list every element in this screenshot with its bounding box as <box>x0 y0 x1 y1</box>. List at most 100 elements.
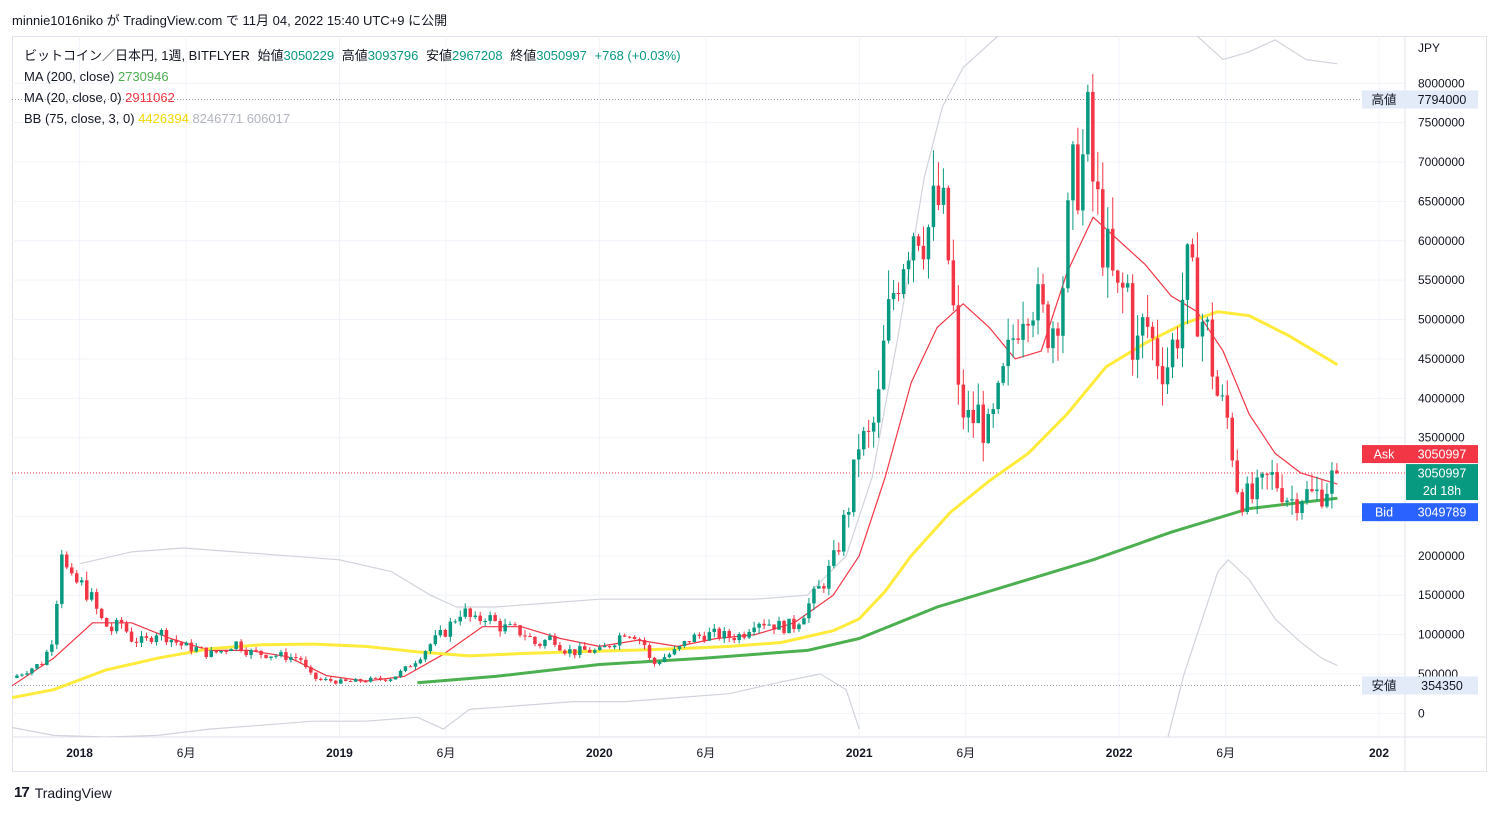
candle <box>149 637 154 642</box>
candle <box>383 679 388 681</box>
candle <box>607 646 612 648</box>
tradingview-logo-icon[interactable]: 17 <box>14 784 30 801</box>
candle <box>847 512 851 515</box>
candle <box>1016 338 1020 340</box>
candle <box>1315 489 1319 492</box>
candle <box>627 636 632 638</box>
candle <box>881 340 886 390</box>
candle <box>757 623 761 628</box>
legend-bb-upper: 8246771 <box>192 111 244 126</box>
legend-close-label: 終値 <box>510 48 537 63</box>
candle <box>124 623 129 632</box>
candle <box>617 635 622 646</box>
candle <box>403 666 408 671</box>
x-tick-label: 2020 <box>586 746 613 760</box>
candle <box>70 567 74 574</box>
candle <box>827 565 831 589</box>
candle <box>866 430 871 432</box>
candle <box>996 382 1000 410</box>
candle <box>363 681 368 683</box>
candle <box>179 642 184 646</box>
candle <box>692 634 697 642</box>
y-tick-label: 0 <box>1418 706 1425 720</box>
candle <box>458 616 462 622</box>
series-line-ma-20-close-0- <box>12 216 1338 687</box>
candle <box>279 652 283 656</box>
legend-bb-row[interactable]: BB (75, close, 3, 0) 4426394 8246771 606… <box>24 108 681 129</box>
footer: 17 TradingView <box>14 784 112 801</box>
candle <box>423 651 428 660</box>
candle <box>234 641 238 649</box>
candle <box>647 645 652 658</box>
candle <box>274 655 278 657</box>
candle <box>807 603 811 619</box>
candle <box>1260 473 1264 478</box>
candle <box>1195 257 1200 337</box>
candle <box>837 550 841 552</box>
candle <box>1165 367 1170 385</box>
candle <box>428 644 433 652</box>
legend-ma20-row[interactable]: MA (20, close, 0) 2911062 <box>24 87 681 108</box>
candle <box>1130 283 1135 360</box>
candle <box>906 260 911 270</box>
candle <box>1275 472 1279 489</box>
high-tag: 高値 7794000 <box>1362 90 1478 109</box>
candle <box>1235 460 1239 493</box>
bid-tag-value: 3049789 <box>1418 506 1467 520</box>
y-tick-label: 3500000 <box>1418 431 1465 445</box>
candle <box>1170 339 1175 368</box>
candle <box>1330 470 1334 494</box>
candle <box>787 618 791 634</box>
candle <box>672 649 677 655</box>
candle <box>264 654 268 658</box>
candle <box>637 639 642 641</box>
low-tag-label-box <box>1362 676 1406 695</box>
candle <box>418 659 423 664</box>
candle <box>1285 500 1289 503</box>
legend-ma20-value: 2911062 <box>125 90 175 105</box>
candle <box>752 627 756 632</box>
candle <box>289 657 293 660</box>
candle <box>368 677 373 682</box>
candle <box>154 635 159 643</box>
candle <box>822 586 826 589</box>
candle <box>926 227 931 260</box>
candle <box>249 649 253 656</box>
candle <box>1310 489 1314 492</box>
candle <box>89 592 94 600</box>
candle <box>488 615 492 621</box>
candle <box>961 384 966 418</box>
candle <box>1280 488 1284 503</box>
candle <box>802 618 806 625</box>
legend-ma200-row[interactable]: MA (200, close) 2730946 <box>24 66 681 87</box>
candle <box>777 620 781 630</box>
candle <box>339 679 343 684</box>
y-tick-label: 4500000 <box>1418 352 1465 366</box>
candle <box>219 650 223 653</box>
candle <box>1305 489 1309 502</box>
candle <box>134 641 139 643</box>
legend-symbol[interactable]: ビットコイン／日本円, 1週, BITFLYER <box>24 48 250 63</box>
candle <box>1036 284 1040 321</box>
chart-frame[interactable] <box>12 36 1487 772</box>
legend-close-value: 3050997 <box>536 48 587 63</box>
candle <box>1125 283 1130 288</box>
y-tick-label: 4000000 <box>1418 391 1465 405</box>
legend-ma200-label: MA (200, close) <box>24 69 115 84</box>
candle <box>1140 317 1145 336</box>
candle <box>946 187 951 261</box>
y-tick-label: 2000000 <box>1418 549 1465 563</box>
candle <box>568 649 572 654</box>
candle <box>1290 499 1294 501</box>
legend-bb-basis: 4426394 <box>138 111 189 126</box>
candle <box>413 663 418 667</box>
candle <box>538 643 542 646</box>
x-tick-label: 6月 <box>177 746 196 760</box>
x-tick-label: 6月 <box>956 746 975 760</box>
footer-brand[interactable]: TradingView <box>34 784 112 801</box>
candle <box>981 404 985 443</box>
candle <box>388 679 393 681</box>
candle <box>702 635 707 641</box>
candle <box>553 635 557 645</box>
